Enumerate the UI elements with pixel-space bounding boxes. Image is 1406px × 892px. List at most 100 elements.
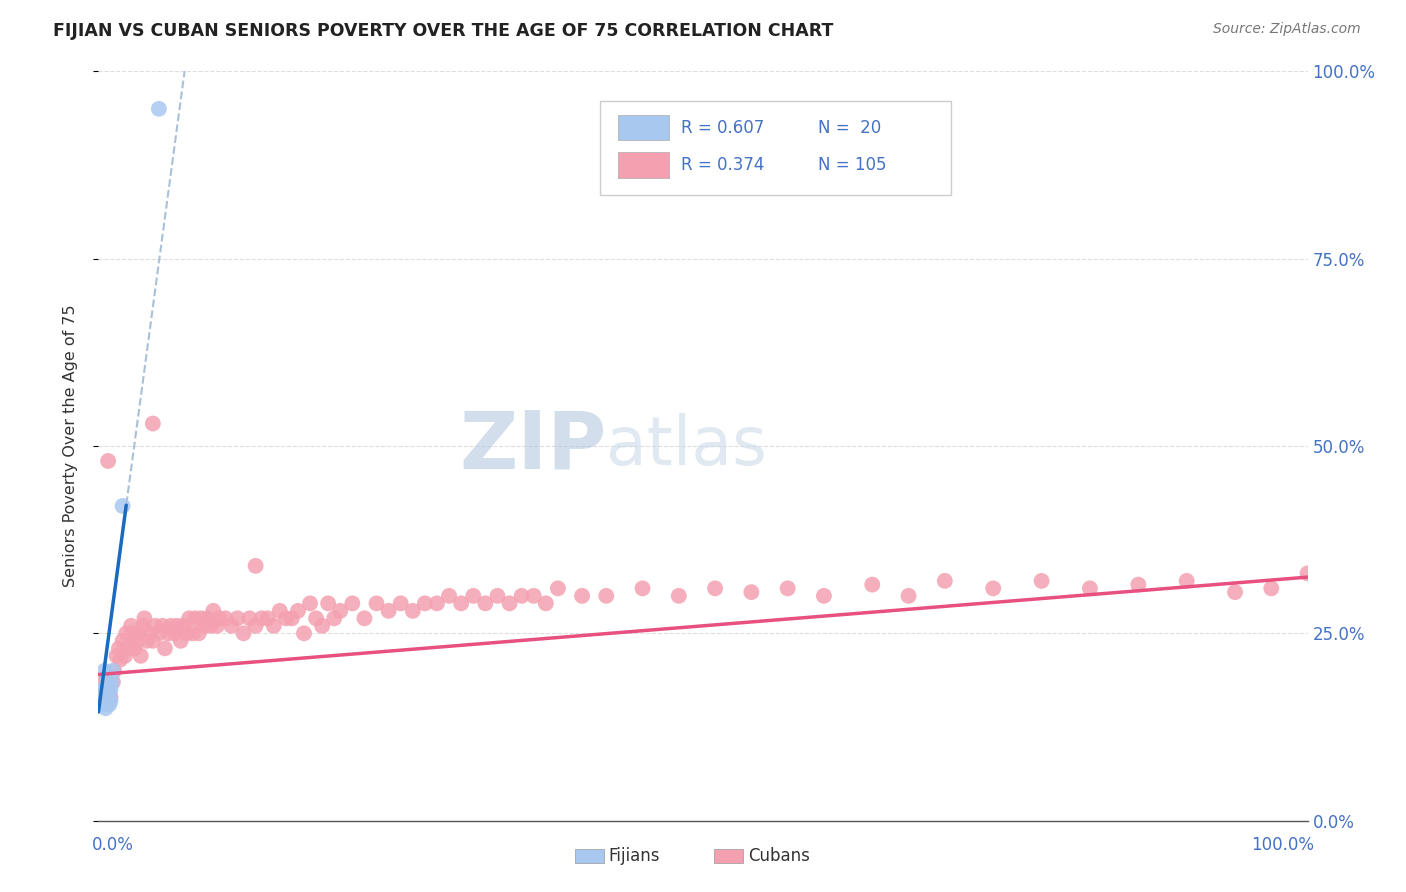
Point [463,589,485,603]
Point [232,626,254,640]
Point [510,589,533,603]
Point [250,611,273,625]
Point [498,596,520,610]
Point [1223,585,1246,599]
Text: Cubans: Cubans [748,847,810,865]
Point [402,604,425,618]
Point [163,626,186,640]
Point [176,626,198,640]
Point [813,589,835,603]
Point [1128,577,1150,591]
Point [245,619,267,633]
Point [91,698,114,712]
Point [184,611,207,625]
Point [93,694,115,708]
Point [263,619,285,633]
Point [142,633,165,648]
Point [190,611,212,625]
Point [148,102,170,116]
Point [897,589,920,603]
Point [138,626,160,640]
Point [100,694,122,708]
Point [105,648,128,663]
Point [115,626,138,640]
Point [1078,582,1101,596]
Point [152,619,174,633]
Point [366,596,388,610]
Point [111,499,134,513]
Point [100,682,122,697]
Point [534,596,557,610]
Point [103,664,125,678]
Point [142,417,165,431]
Point [94,686,117,700]
Point [323,611,346,625]
Point [221,619,243,633]
Point [187,626,209,640]
Point [299,596,322,610]
Point [595,589,617,603]
Point [214,611,236,625]
Text: N =  20: N = 20 [818,119,882,136]
Text: 100.0%: 100.0% [1250,836,1313,854]
Text: R = 0.607: R = 0.607 [682,119,765,136]
Point [94,701,117,715]
Point [172,619,194,633]
Text: Fijians: Fijians [609,847,661,865]
Point [860,577,883,591]
Point [239,611,262,625]
Y-axis label: Seniors Poverty Over the Age of 75: Seniors Poverty Over the Age of 75 [63,305,77,587]
Point [96,671,118,685]
Point [179,611,201,625]
Point [437,589,460,603]
FancyBboxPatch shape [619,115,669,140]
Point [120,619,142,633]
Point [157,626,180,640]
Point [426,596,449,610]
Point [200,619,222,633]
Point [148,626,170,640]
Point [631,582,654,596]
Point [127,626,149,640]
Point [143,619,166,633]
Point [486,589,509,603]
Point [111,633,134,648]
Point [108,652,131,666]
Point [205,619,228,633]
Point [91,694,114,708]
Point [704,582,727,596]
Point [269,604,291,618]
Point [134,611,156,625]
Text: R = 0.374: R = 0.374 [682,156,765,174]
Point [135,633,157,648]
Point [450,596,472,610]
Point [245,558,267,573]
Point [101,664,124,678]
FancyBboxPatch shape [600,102,950,195]
Point [523,589,546,603]
Point [413,596,436,610]
Text: FIJIAN VS CUBAN SENIORS POVERTY OVER THE AGE OF 75 CORRELATION CHART: FIJIAN VS CUBAN SENIORS POVERTY OVER THE… [53,22,834,40]
Point [93,675,115,690]
Point [1260,582,1282,596]
Point [547,582,569,596]
Point [96,675,118,690]
Point [169,633,191,648]
Text: 0.0%: 0.0% [93,836,134,854]
Point [97,694,120,708]
Point [226,611,249,625]
Point [98,698,121,712]
Point [90,686,112,700]
Point [668,589,690,603]
Point [208,611,231,625]
Point [1031,574,1053,588]
Point [97,690,120,704]
Point [124,641,146,656]
Point [274,611,297,625]
Point [114,648,136,663]
Text: ZIP: ZIP [458,407,606,485]
Point [1296,566,1319,581]
Point [377,604,399,618]
Point [281,611,304,625]
Point [127,633,149,648]
